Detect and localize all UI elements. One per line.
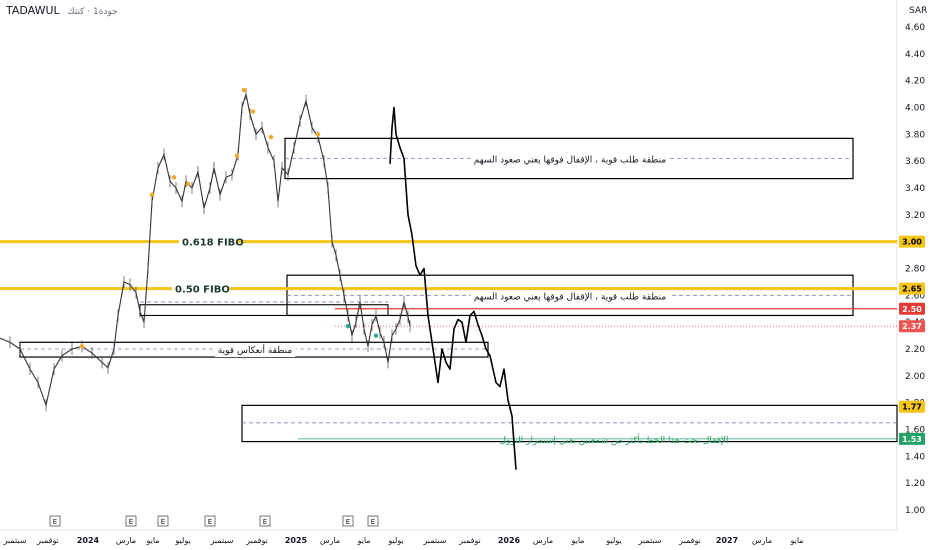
- x-tick-label: مارس: [320, 536, 340, 545]
- x-tick-label: مايو: [789, 536, 803, 545]
- y-tick-label: 1.60: [905, 426, 925, 436]
- y-tick-label: 4.60: [905, 23, 925, 33]
- price-badge: [899, 302, 925, 315]
- earnings-marker-label: E: [346, 518, 350, 526]
- earnings-marker: [49, 515, 61, 527]
- x-tick-label: مارس: [533, 536, 553, 545]
- y-tick-label: 4.20: [905, 77, 925, 87]
- price-badge-label: 3.00: [902, 238, 922, 247]
- event-marker: [241, 87, 247, 93]
- y-tick-label: 1.40: [905, 452, 925, 462]
- earnings-marker-label: E: [53, 518, 57, 526]
- x-tick-label: سبتمبر: [638, 536, 662, 545]
- y-tick-label: 4.40: [905, 50, 925, 60]
- price-badge: [899, 432, 925, 445]
- y-tick-label: 1.20: [905, 479, 925, 489]
- earnings-marker-label: E: [161, 518, 165, 526]
- x-tick-label: يوليو: [387, 536, 403, 545]
- earnings-marker: [125, 515, 137, 527]
- zone-label-bg: [470, 291, 670, 304]
- y-tick-label: 3.20: [905, 211, 925, 221]
- x-tick-label: 2025: [285, 536, 308, 545]
- x-tick-label: نوفمبر: [36, 536, 59, 545]
- event-marker: [171, 175, 177, 180]
- symbol-header: TADAWUL جودة1 · كنتك: [6, 4, 118, 17]
- earnings-marker: [204, 515, 216, 527]
- symbol-meta: جودة1 · كنتك: [67, 7, 118, 17]
- x-tick-label: سبتمبر: [210, 536, 234, 545]
- x-tick-label: يوليو: [174, 536, 190, 545]
- x-tick-label: مايو: [356, 536, 370, 545]
- price-badge: [899, 320, 925, 333]
- y-tick-label: 3.40: [905, 184, 925, 194]
- event-marker: [79, 344, 85, 349]
- zone-label: منطقة طلب قوية ، الإقفال فوقها يعني صعود…: [474, 155, 667, 165]
- price-badge-label: 2.65: [902, 285, 922, 294]
- zone-label-bg: [470, 154, 670, 167]
- price-line: [0, 93, 411, 408]
- fib-label-bg: [172, 281, 230, 295]
- y-tick-label: 3.80: [905, 130, 925, 140]
- x-tick-label: يوليو: [605, 536, 621, 545]
- earnings-marker-label: E: [129, 518, 133, 526]
- earnings-marker: [342, 515, 354, 527]
- earnings-marker-label: E: [371, 518, 375, 526]
- price-badge-label: 1.53: [902, 435, 922, 444]
- event-marker: [185, 181, 191, 187]
- zone-box: [241, 404, 898, 443]
- earnings-marker: [157, 515, 169, 527]
- price-badge: [899, 282, 925, 295]
- fib-label: 0.618 FIBO: [182, 238, 244, 249]
- projection-line: [389, 106, 517, 470]
- currency-label: SAR: [909, 6, 928, 16]
- price-badge: [899, 235, 925, 248]
- inner-zone-box: [139, 304, 389, 317]
- x-tick-label: نوفمبر: [245, 536, 268, 545]
- x-tick-label: 2027: [716, 536, 738, 545]
- x-tick-label: مارس: [752, 536, 772, 545]
- zone-label-bg: [214, 343, 296, 357]
- price-badge: [899, 400, 925, 413]
- x-tick-label: سبتمبر: [423, 536, 447, 545]
- y-tick-label: 2.60: [905, 291, 925, 301]
- earnings-marker: [367, 515, 379, 527]
- y-tick-label: 3.60: [905, 157, 925, 167]
- event-marker: [250, 109, 256, 114]
- earnings-marker-label: E: [208, 518, 212, 526]
- symbol-name: TADAWUL: [6, 4, 60, 17]
- x-tick-label: سبتمبر: [3, 536, 27, 545]
- event-marker: [268, 134, 274, 140]
- zone-label: منطقة طلب قوية ، الإقفال فوقها يعني صعود…: [474, 292, 667, 302]
- x-tick-label: مايو: [145, 536, 159, 545]
- earnings-marker: [259, 515, 271, 527]
- event-marker: [345, 323, 351, 329]
- zone-label: منطقة أنعكاس قوية: [218, 344, 293, 356]
- earnings-marker-label: E: [263, 518, 267, 526]
- x-tick-label: نوفمبر: [678, 536, 701, 545]
- price-badge-label: 2.37: [902, 322, 922, 331]
- y-tick-label: 1.00: [905, 506, 925, 516]
- y-tick-label: 2.00: [905, 372, 925, 382]
- y-tick-label: 4.00: [905, 104, 925, 114]
- event-marker: [373, 333, 379, 338]
- y-tick-label: 2.20: [905, 345, 925, 355]
- y-tick-label: 2.80: [905, 265, 925, 275]
- event-marker: [149, 192, 155, 197]
- x-tick-label: 2024: [77, 536, 100, 545]
- event-marker: [315, 132, 321, 137]
- price-badge-label: 2.50: [902, 305, 922, 314]
- x-tick-label: 2026: [498, 536, 521, 545]
- event-marker: [234, 153, 240, 158]
- fib-label-bg: [179, 234, 237, 248]
- x-tick-label: مارس: [116, 536, 136, 545]
- level-line-label: الإقفال تحت هذا الخط بأكثر من شمعتين يعن…: [499, 433, 728, 446]
- x-tick-label: مايو: [570, 536, 584, 545]
- price-badge-label: 1.77: [902, 403, 922, 412]
- fib-label: 0.50 FIBO: [175, 285, 230, 296]
- x-tick-label: نوفمبر: [458, 536, 481, 545]
